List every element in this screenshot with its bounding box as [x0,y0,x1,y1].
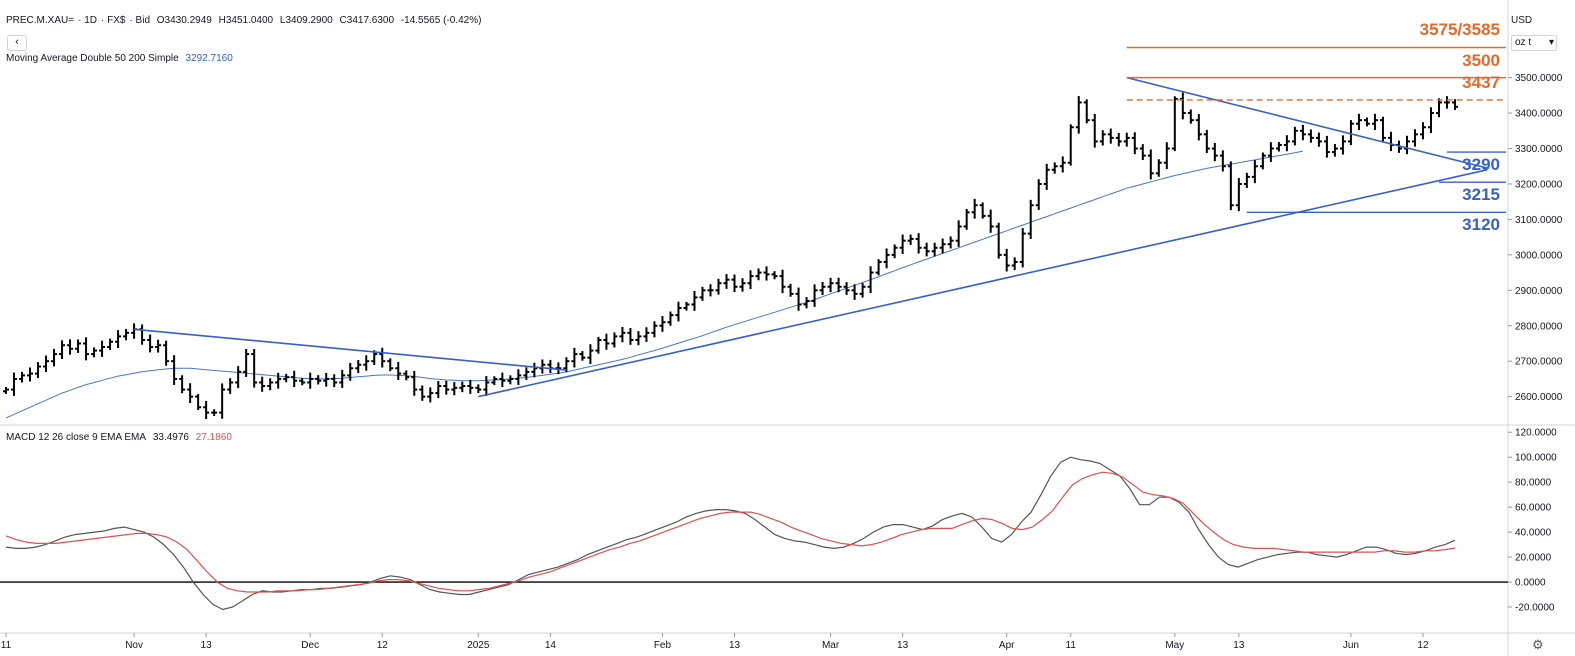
macd-tick-label: 80.0000 [1515,478,1552,489]
level-label: 3215 [1462,185,1500,204]
interval-label: 1D [84,15,97,26]
open-value: O3430.2949 [156,15,212,26]
time-tick-label: May [1165,640,1184,651]
time-tick-label: Apr [999,640,1015,651]
time-tick-label: Nov [125,640,143,651]
moving-average-line [5,150,1304,419]
trendline [478,169,1488,398]
symbol-header: PREC.M.XAU= · 1D · FX$ · Bid O3430.2949 H34… [6,15,482,26]
price-tick-label: 2700.0000 [1515,357,1563,368]
time-tick-label: 2025 [467,640,490,651]
currency-label: USD [1511,15,1533,26]
price-tick-label: 3500.0000 [1515,73,1563,84]
ma-label: Moving Average Double 50 200 Simple [6,53,179,64]
time-tick-label: 14 [545,640,557,651]
price-tick-label: 3000.0000 [1515,250,1563,261]
time-tick-label: 11 [1,640,12,651]
price-type-label: Bid [135,15,150,26]
time-tick-label: 13 [201,640,213,651]
trendline [1126,76,1488,169]
time-tick-label: 12 [1417,640,1429,651]
macd-line [5,456,1456,611]
price-tick-label: 2800.0000 [1515,321,1563,332]
source-label: FX$ [107,15,126,26]
macd-legend: MACD 12 26 close 9 EMA EMA 33.4976 27.18… [6,432,236,443]
trendline [134,328,567,371]
time-tick-label: 13 [729,640,741,651]
level-label: 3120 [1462,215,1500,234]
macd-tick-label: 60.0000 [1515,503,1552,514]
low-value: L3409.2900 [279,15,333,26]
time-tick-label: 11 [1066,640,1077,651]
price-tick-label: 3400.0000 [1515,109,1563,120]
macd-tick-label: 120.0000 [1515,428,1557,439]
macd-value: 33.4976 [152,432,189,443]
high-value: H3451.0400 [218,15,274,26]
price-tick-label: 2900.0000 [1515,286,1563,297]
close-value: C3417.6300 [339,15,395,26]
time-tick-label: Feb [654,640,672,651]
price-tick-label: 3100.0000 [1515,215,1563,226]
macd-tick-label: 0.0000 [1515,578,1546,589]
time-tick-label: 12 [377,640,389,651]
macd-label: MACD 12 26 close 9 EMA EMA [6,432,147,443]
level-label: 3290 [1462,155,1500,174]
gear-icon[interactable]: ⚙ [1532,637,1544,652]
macd-tick-label: 20.0000 [1515,553,1552,564]
macd-tick-label: 100.0000 [1515,453,1557,464]
macd-tick-label: -20.0000 [1515,603,1555,614]
level-label: 3500 [1462,51,1500,70]
price-tick-label: 3300.0000 [1515,144,1563,155]
ma-value: 3292.7160 [185,53,233,64]
unit-label: oz t [1515,37,1532,48]
signal-value: 27.1860 [195,432,232,443]
level-label: 3437 [1462,73,1500,92]
time-tick-label: 13 [1233,640,1245,651]
collapse-legend-button[interactable]: ‹ [7,35,27,51]
price-tick-label: 3200.0000 [1515,179,1563,190]
change-value: -14.5565 (-0.42%) [400,15,482,26]
ma-legend: Moving Average Double 50 200 Simple 3292… [6,53,237,64]
level-label: 3575/3585 [1420,20,1500,39]
chevron-down-icon: ▾ [1548,37,1554,48]
chevron-left-icon: ‹ [15,36,19,48]
unit-selector[interactable]: oz t ▾ [1511,35,1557,51]
macd-tick-label: 40.0000 [1515,528,1552,539]
time-tick-label: Mar [822,640,840,651]
price-tick-label: 2600.0000 [1515,392,1563,403]
symbol-name: PREC.M.XAU= [6,15,75,26]
time-tick-label: Jun [1343,640,1359,651]
time-tick-label: Dec [301,640,319,651]
time-tick-label: 13 [897,640,909,651]
signal-line [5,471,1456,593]
